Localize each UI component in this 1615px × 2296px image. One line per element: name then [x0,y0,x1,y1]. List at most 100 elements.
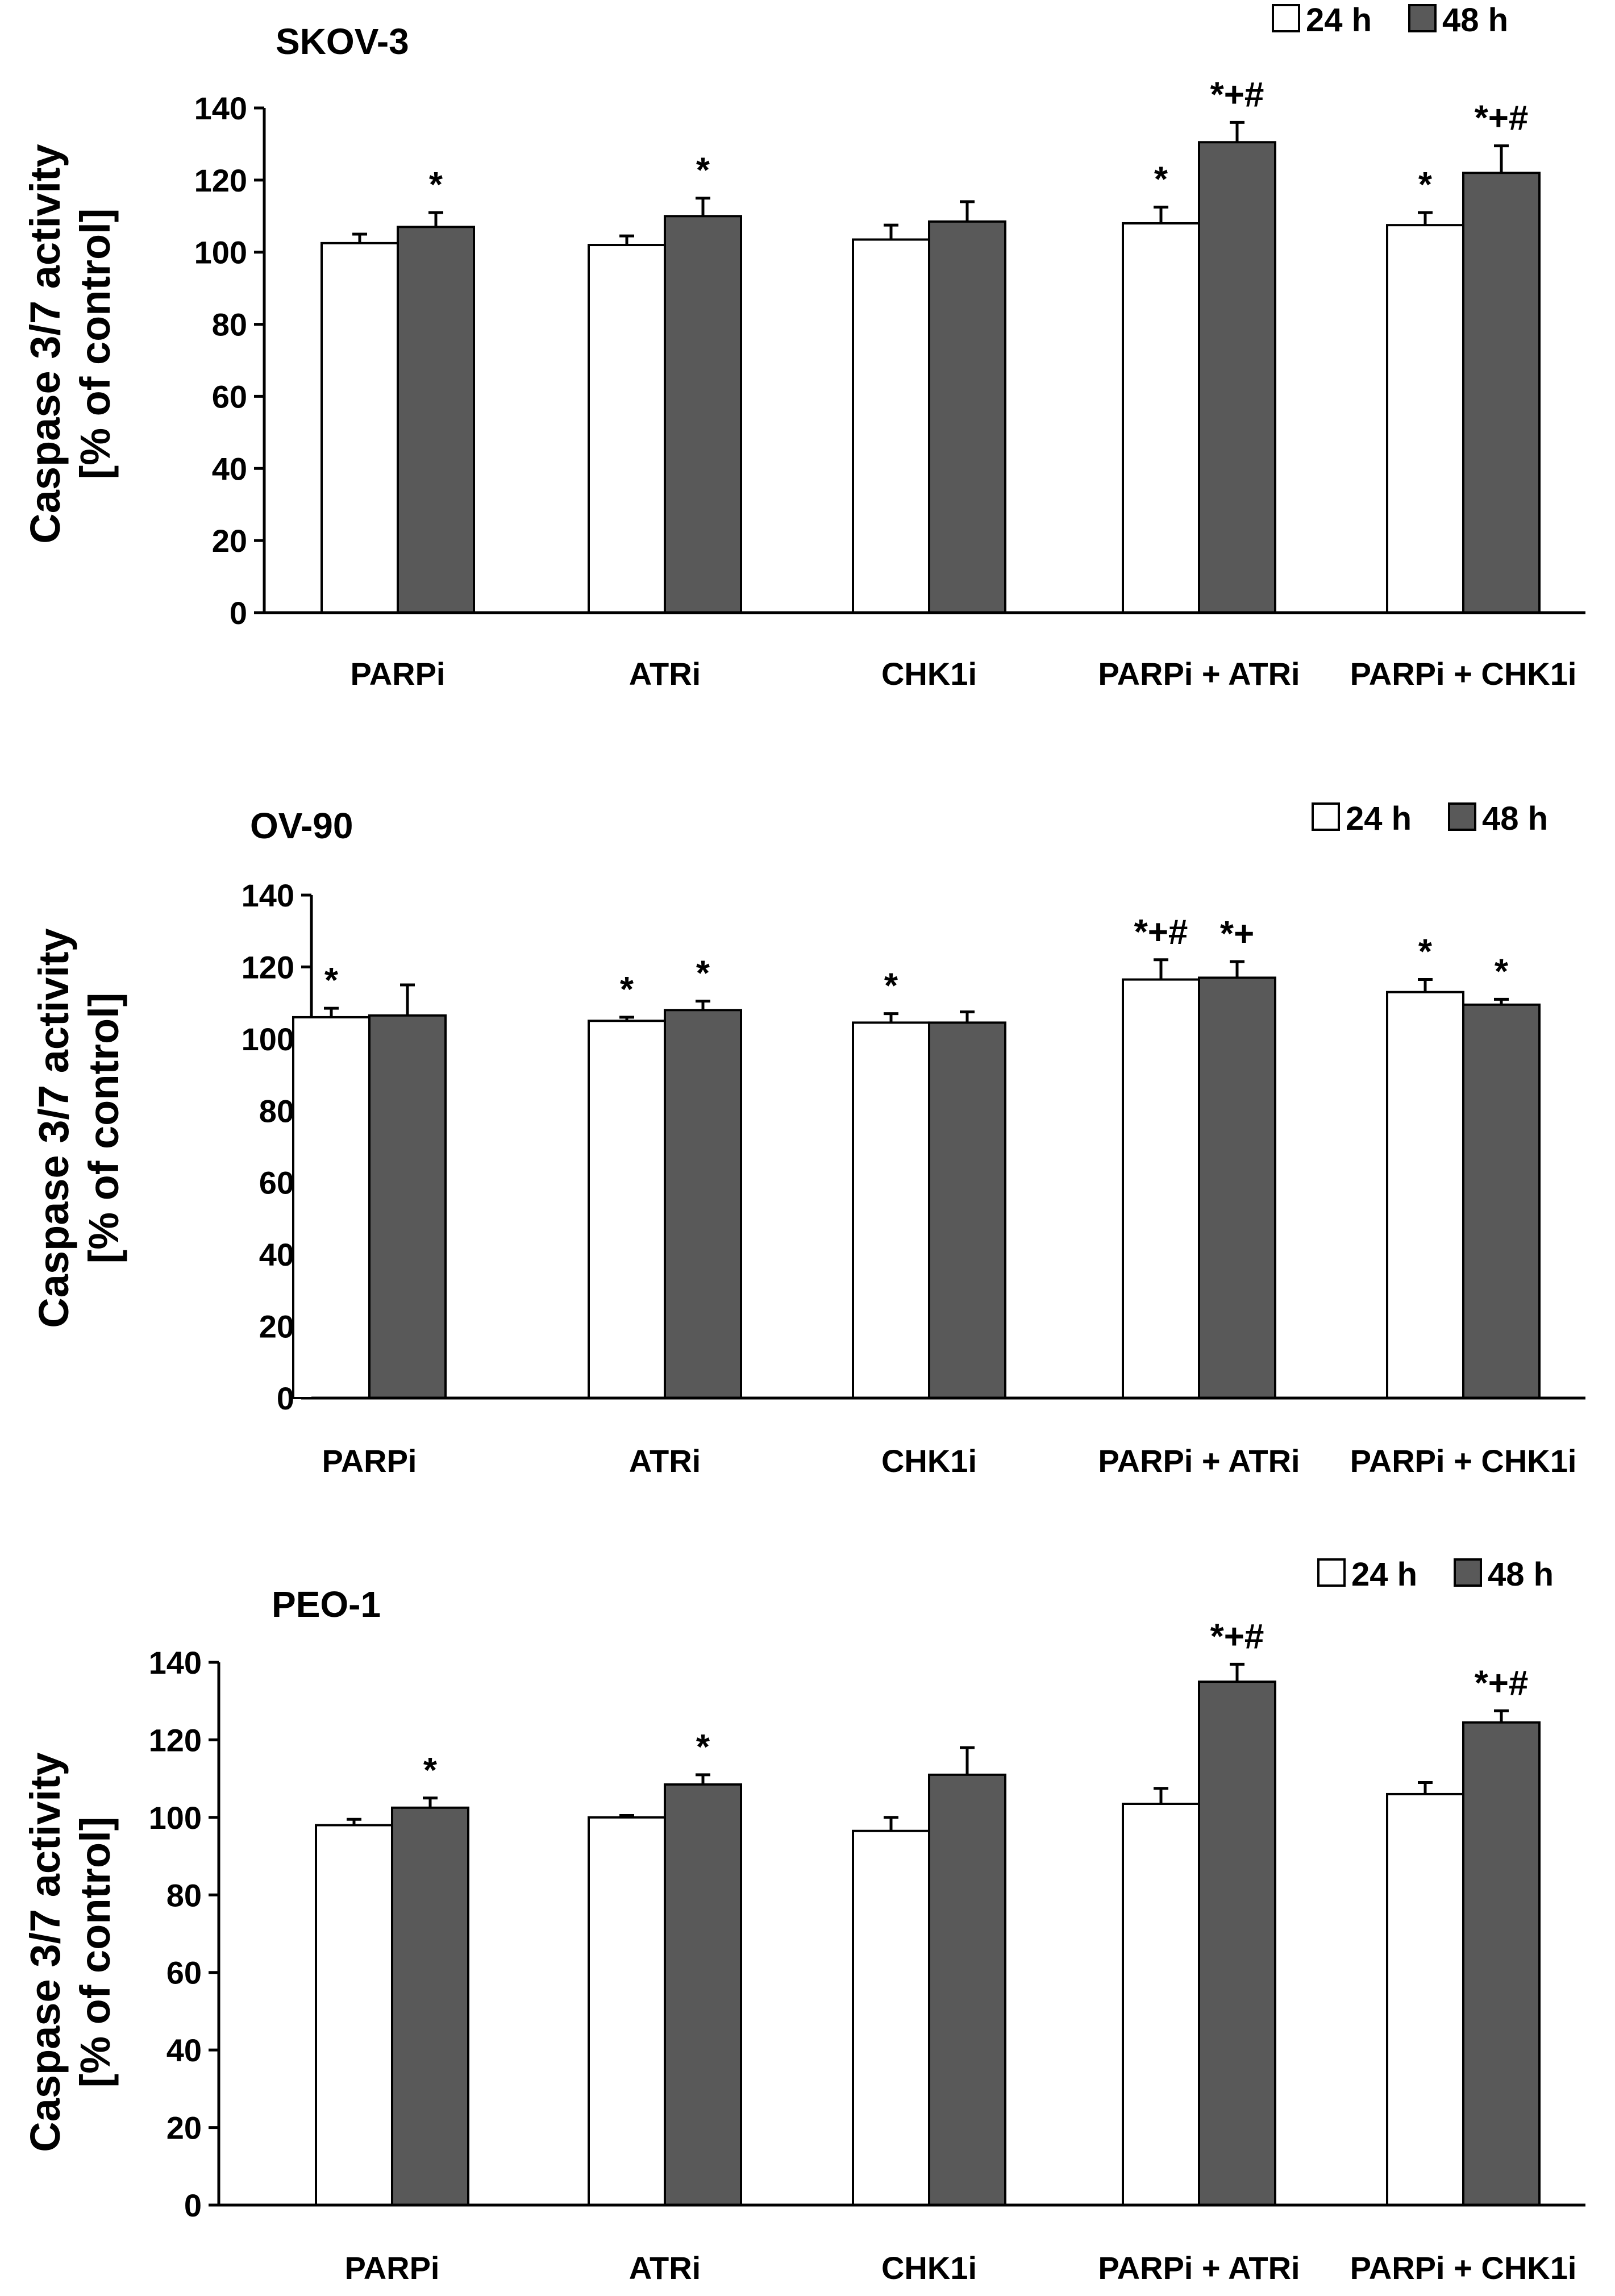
bar-24h [320,242,399,614]
chart-panel-2: OV-90 Caspase 3/7 activity[% of control] 0… [30,800,1585,1479]
x-tick-label: CHK1i [881,656,977,692]
legend-swatch-48h [1454,1558,1482,1587]
y-tick-label: 80 [167,1877,202,1913]
significance-label: * [324,961,339,1000]
x-tick-label: CHK1i [881,1443,977,1479]
y-tick-label: 140 [149,1645,202,1681]
legend-label-24h: 24 h [1306,2,1372,39]
significance-label: * [884,967,898,1006]
y-tick-label: 120 [149,1722,202,1758]
y-axis-label-line1: Caspase 3/7 activity [22,1752,69,2152]
x-tick-label: PARPi + CHK1i [1350,656,1577,692]
y-tick-label: 40 [259,1237,294,1272]
legend-label-48h: 48 h [1442,2,1508,39]
y-tick-label: 40 [212,451,247,486]
legend: 24 h 48 h [1272,2,1508,39]
y-tick-label: 80 [212,307,247,343]
significance-label: *+# [1210,1617,1264,1656]
legend-swatch-48h [1408,4,1437,32]
x-tick-label: PARPi [322,1443,417,1479]
bar-48h [664,1009,742,1400]
y-axis-label-line2: [% of control] [72,1817,119,2088]
bar-48h [1198,1681,1276,2207]
x-tick-label: ATRi [629,656,701,692]
y-tick-label: 140 [242,877,294,913]
y-tick-label: 100 [149,1800,202,1836]
bar-24h [852,238,930,614]
bar-48h [1198,141,1276,614]
x-tick-label: PARPi + CHK1i [1350,2250,1577,2286]
legend: 24 h 48 h [1312,800,1548,837]
y-tick-label: 0 [184,2187,202,2223]
x-tick-label: PARPi + ATRi [1098,656,1300,692]
significance-label: *+# [1475,1663,1529,1703]
bar-48h [664,215,742,614]
x-tick-label: PARPi [345,2250,440,2286]
x-tick-label: PARPi + ATRi [1098,1443,1300,1479]
chart-title: PEO-1 [272,1584,381,1625]
x-tick-label: ATRi [629,1443,701,1479]
y-axis-label-line2: [% of control] [72,209,119,480]
significance-label: *+ [1220,914,1254,954]
bar-24h [315,1824,393,2206]
legend-swatch-24h [1312,802,1340,831]
y-tick-label: 80 [259,1093,294,1129]
bar-48h [391,1806,469,2206]
y-tick-label: 40 [167,2032,202,2068]
bar-48h [1462,1003,1541,1399]
y-tick-label: 20 [259,1309,294,1345]
y-axis-label: Caspase 3/7 activity[% of control] [22,1752,119,2152]
bar-48h [368,1014,447,1399]
legend-swatch-24h [1272,4,1300,32]
y-axis-label-line2: [% of control] [80,993,127,1264]
legend-label-24h: 24 h [1346,800,1412,837]
bar-24h [588,1816,666,2207]
significance-label: * [696,954,710,993]
bar-24h [1122,222,1200,614]
bar-24h [1386,991,1464,1399]
x-tick-label: ATRi [629,2250,701,2286]
y-tick-label: 0 [230,595,247,631]
y-tick-label: 60 [259,1165,294,1201]
chart-panel-1: SKOV-3 Caspase 3/7 activity[% of control]… [22,2,1585,692]
legend-label-48h: 48 h [1482,800,1548,837]
significance-label: * [696,151,710,190]
significance-label: * [696,1728,710,1767]
legend-label-24h: 24 h [1351,1556,1417,1593]
legend-label-48h: 48 h [1488,1556,1554,1593]
bar-24h [1122,978,1200,1399]
bar-48h [928,1773,1006,2207]
bar-24h [1386,224,1464,614]
bar-48h [397,226,475,614]
significance-label: * [1495,952,1509,991]
significance-label: * [1154,160,1168,199]
bar-48h [664,1783,742,2206]
significance-label: * [429,165,443,205]
x-tick-label: PARPi + ATRi [1098,2250,1300,2286]
significance-label: * [423,1751,438,1790]
y-tick-label: 60 [167,1955,202,1991]
x-tick-label: PARPi + CHK1i [1350,1443,1577,1479]
bar-24h [588,1020,666,1399]
legend: 24 h 48 h [1317,1556,1554,1593]
y-tick-label: 20 [167,2110,202,2146]
bar-24h [588,244,666,614]
bar-48h [1462,172,1541,614]
chart-panel-3: PEO-1 Caspase 3/7 activity[% of control] 0… [22,1556,1585,2286]
y-tick-label: 120 [194,163,247,198]
legend-swatch-48h [1448,802,1476,831]
significance-label: * [1418,933,1433,972]
significance-label: *+# [1475,99,1529,138]
bar-24h [852,1021,930,1400]
y-tick-label: 140 [194,90,247,126]
chart-title: SKOV-3 [276,21,409,62]
y-tick-label: 100 [242,1021,294,1057]
bar-24h [852,1829,930,2207]
y-axis-label: Caspase 3/7 activity[% of control] [30,928,127,1328]
bar-24h [292,1016,371,1399]
bar-24h [1386,1792,1464,2206]
y-axis-label-line1: Caspase 3/7 activity [22,144,69,543]
significance-label: *+# [1134,913,1188,952]
y-tick-label: 100 [194,235,247,271]
